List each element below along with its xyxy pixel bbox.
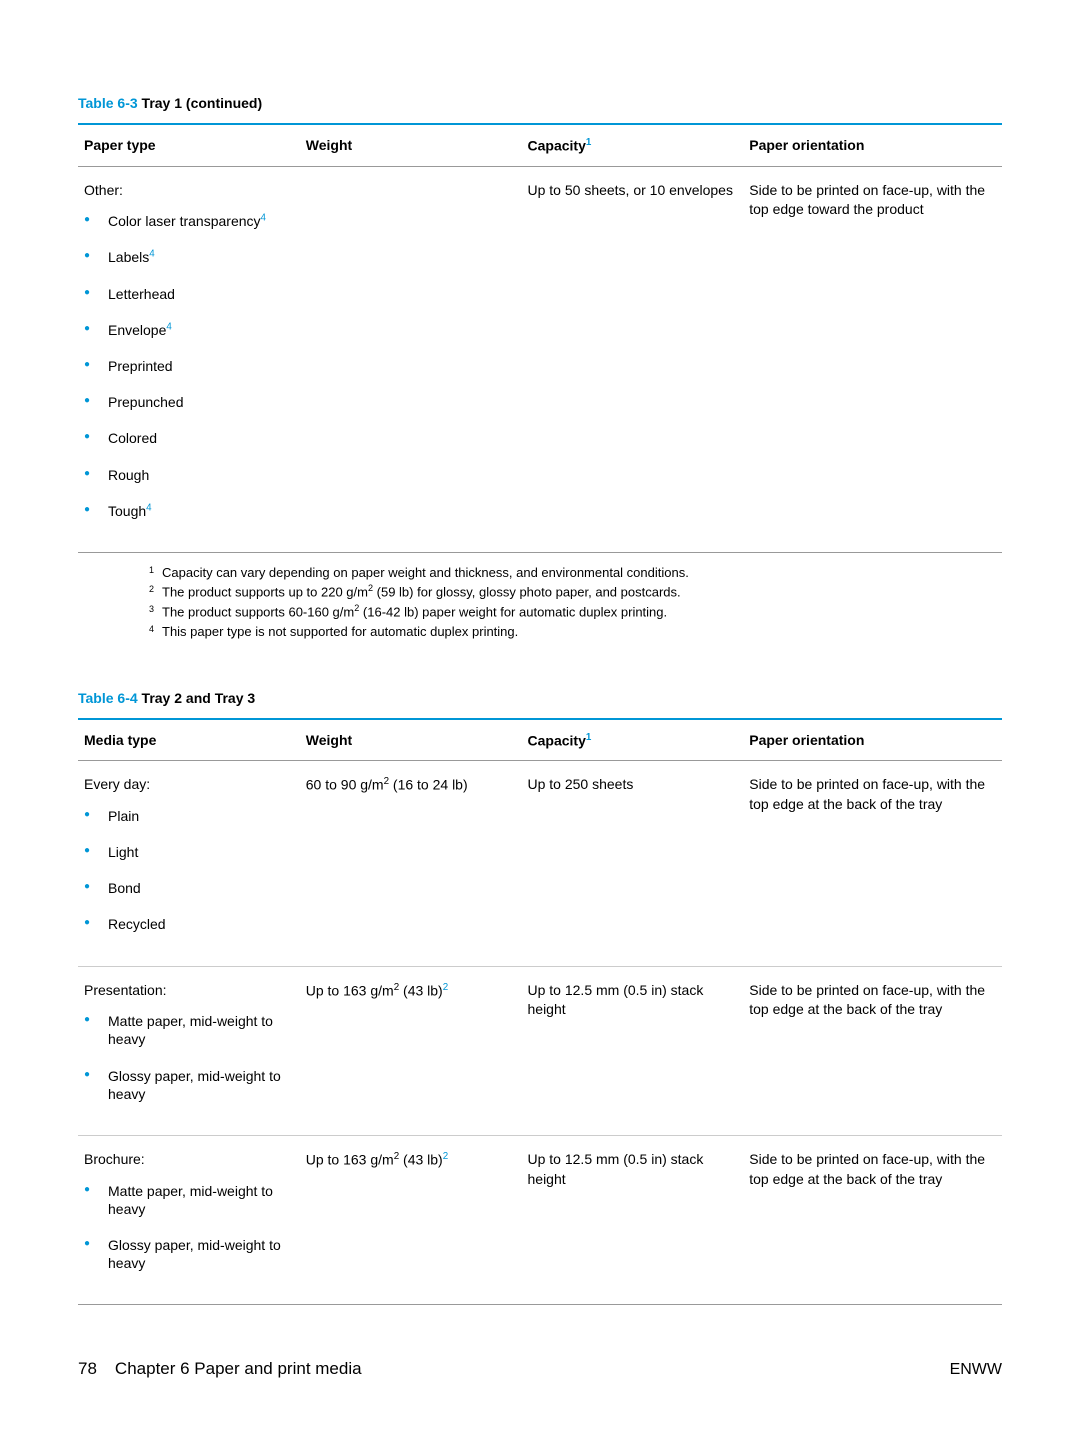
table63-h2: Weight	[300, 124, 522, 166]
row0-list: Plain Light Bond Recycled	[84, 807, 294, 934]
table64-row: Presentation: Matte paper, mid-weight to…	[78, 966, 1002, 1135]
table63-weight	[300, 166, 522, 552]
table63-orientation: Side to be printed on face-up, with the …	[743, 166, 1002, 552]
list-item: Labels4	[84, 248, 294, 266]
table64-caption-text: Tray 2 and Tray 3	[138, 690, 256, 706]
table63-row: Other: Color laser transparency4 Labels4…	[78, 166, 1002, 552]
table63-h4: Paper orientation	[743, 124, 1002, 166]
table64-caption: Table 6-4 Tray 2 and Tray 3	[78, 690, 1002, 706]
row0-weight: 60 to 90 g/m2 (16 to 24 lb)	[300, 761, 522, 966]
list-item: Letterhead	[84, 285, 294, 303]
row0-orientation: Side to be printed on face-up, with the …	[743, 761, 1002, 966]
table63-caption: Table 6-3 Tray 1 (continued)	[78, 95, 1002, 111]
footnote: 3The product supports 60-160 g/m2 (16-42…	[138, 602, 1002, 622]
page-footer: 78 Chapter 6 Paper and print media ENWW	[78, 1359, 1002, 1379]
footnote: 2The product supports up to 220 g/m2 (59…	[138, 582, 1002, 602]
footnote: 1Capacity can vary depending on paper we…	[138, 563, 1002, 583]
table63-h3: Capacity1	[522, 124, 744, 166]
table64-row: Every day: Plain Light Bond Recycled 60 …	[78, 761, 1002, 966]
footer-right: ENWW	[950, 1361, 1002, 1379]
table63-item-list: Color laser transparency4 Labels4 Letter…	[84, 212, 294, 520]
table63-footnotes: 1Capacity can vary depending on paper we…	[138, 563, 1002, 642]
table63-caption-num: Table 6-3	[78, 95, 138, 111]
list-item: Rough	[84, 466, 294, 484]
row1-label: Presentation:	[84, 981, 294, 1001]
row2-label: Brochure:	[84, 1150, 294, 1170]
row0-capacity: Up to 250 sheets	[522, 761, 744, 966]
list-item: Light	[84, 843, 294, 861]
table64: Media type Weight Capacity1 Paper orient…	[78, 718, 1002, 1306]
table63: Paper type Weight Capacity1 Paper orient…	[78, 123, 1002, 553]
row2-capacity: Up to 12.5 mm (0.5 in) stack height	[522, 1135, 744, 1304]
list-item: Glossy paper, mid-weight to heavy	[84, 1236, 294, 1272]
list-item: Glossy paper, mid-weight to heavy	[84, 1067, 294, 1103]
table64-row: Brochure: Matte paper, mid-weight to hea…	[78, 1135, 1002, 1304]
list-item: Matte paper, mid-weight to heavy	[84, 1182, 294, 1218]
table63-caption-text: Tray 1 (continued)	[138, 95, 262, 111]
list-item: Bond	[84, 879, 294, 897]
row1-weight: Up to 163 g/m2 (43 lb)2	[300, 966, 522, 1135]
table64-h2: Weight	[300, 719, 522, 761]
list-item: Colored	[84, 429, 294, 447]
row0-label: Every day:	[84, 775, 294, 795]
row1-list: Matte paper, mid-weight to heavy Glossy …	[84, 1012, 294, 1103]
row2-list: Matte paper, mid-weight to heavy Glossy …	[84, 1182, 294, 1273]
footnote: 4This paper type is not supported for au…	[138, 622, 1002, 642]
page-number: 78	[78, 1359, 97, 1379]
row1-capacity: Up to 12.5 mm (0.5 in) stack height	[522, 966, 744, 1135]
table64-h1: Media type	[78, 719, 300, 761]
list-item: Preprinted	[84, 357, 294, 375]
row1-orientation: Side to be printed on face-up, with the …	[743, 966, 1002, 1135]
list-item: Tough4	[84, 502, 294, 520]
table63-h1: Paper type	[78, 124, 300, 166]
table64-caption-num: Table 6-4	[78, 690, 138, 706]
list-item: Matte paper, mid-weight to heavy	[84, 1012, 294, 1048]
list-item: Prepunched	[84, 393, 294, 411]
row2-orientation: Side to be printed on face-up, with the …	[743, 1135, 1002, 1304]
list-item: Plain	[84, 807, 294, 825]
table63-paper-label: Other:	[84, 181, 294, 201]
list-item: Envelope4	[84, 321, 294, 339]
list-item: Recycled	[84, 915, 294, 933]
table64-h4: Paper orientation	[743, 719, 1002, 761]
table63-capacity: Up to 50 sheets, or 10 envelopes	[522, 166, 744, 552]
chapter-label: Chapter 6 Paper and print media	[115, 1359, 362, 1379]
row2-weight: Up to 163 g/m2 (43 lb)2	[300, 1135, 522, 1304]
list-item: Color laser transparency4	[84, 212, 294, 230]
table64-h3: Capacity1	[522, 719, 744, 761]
